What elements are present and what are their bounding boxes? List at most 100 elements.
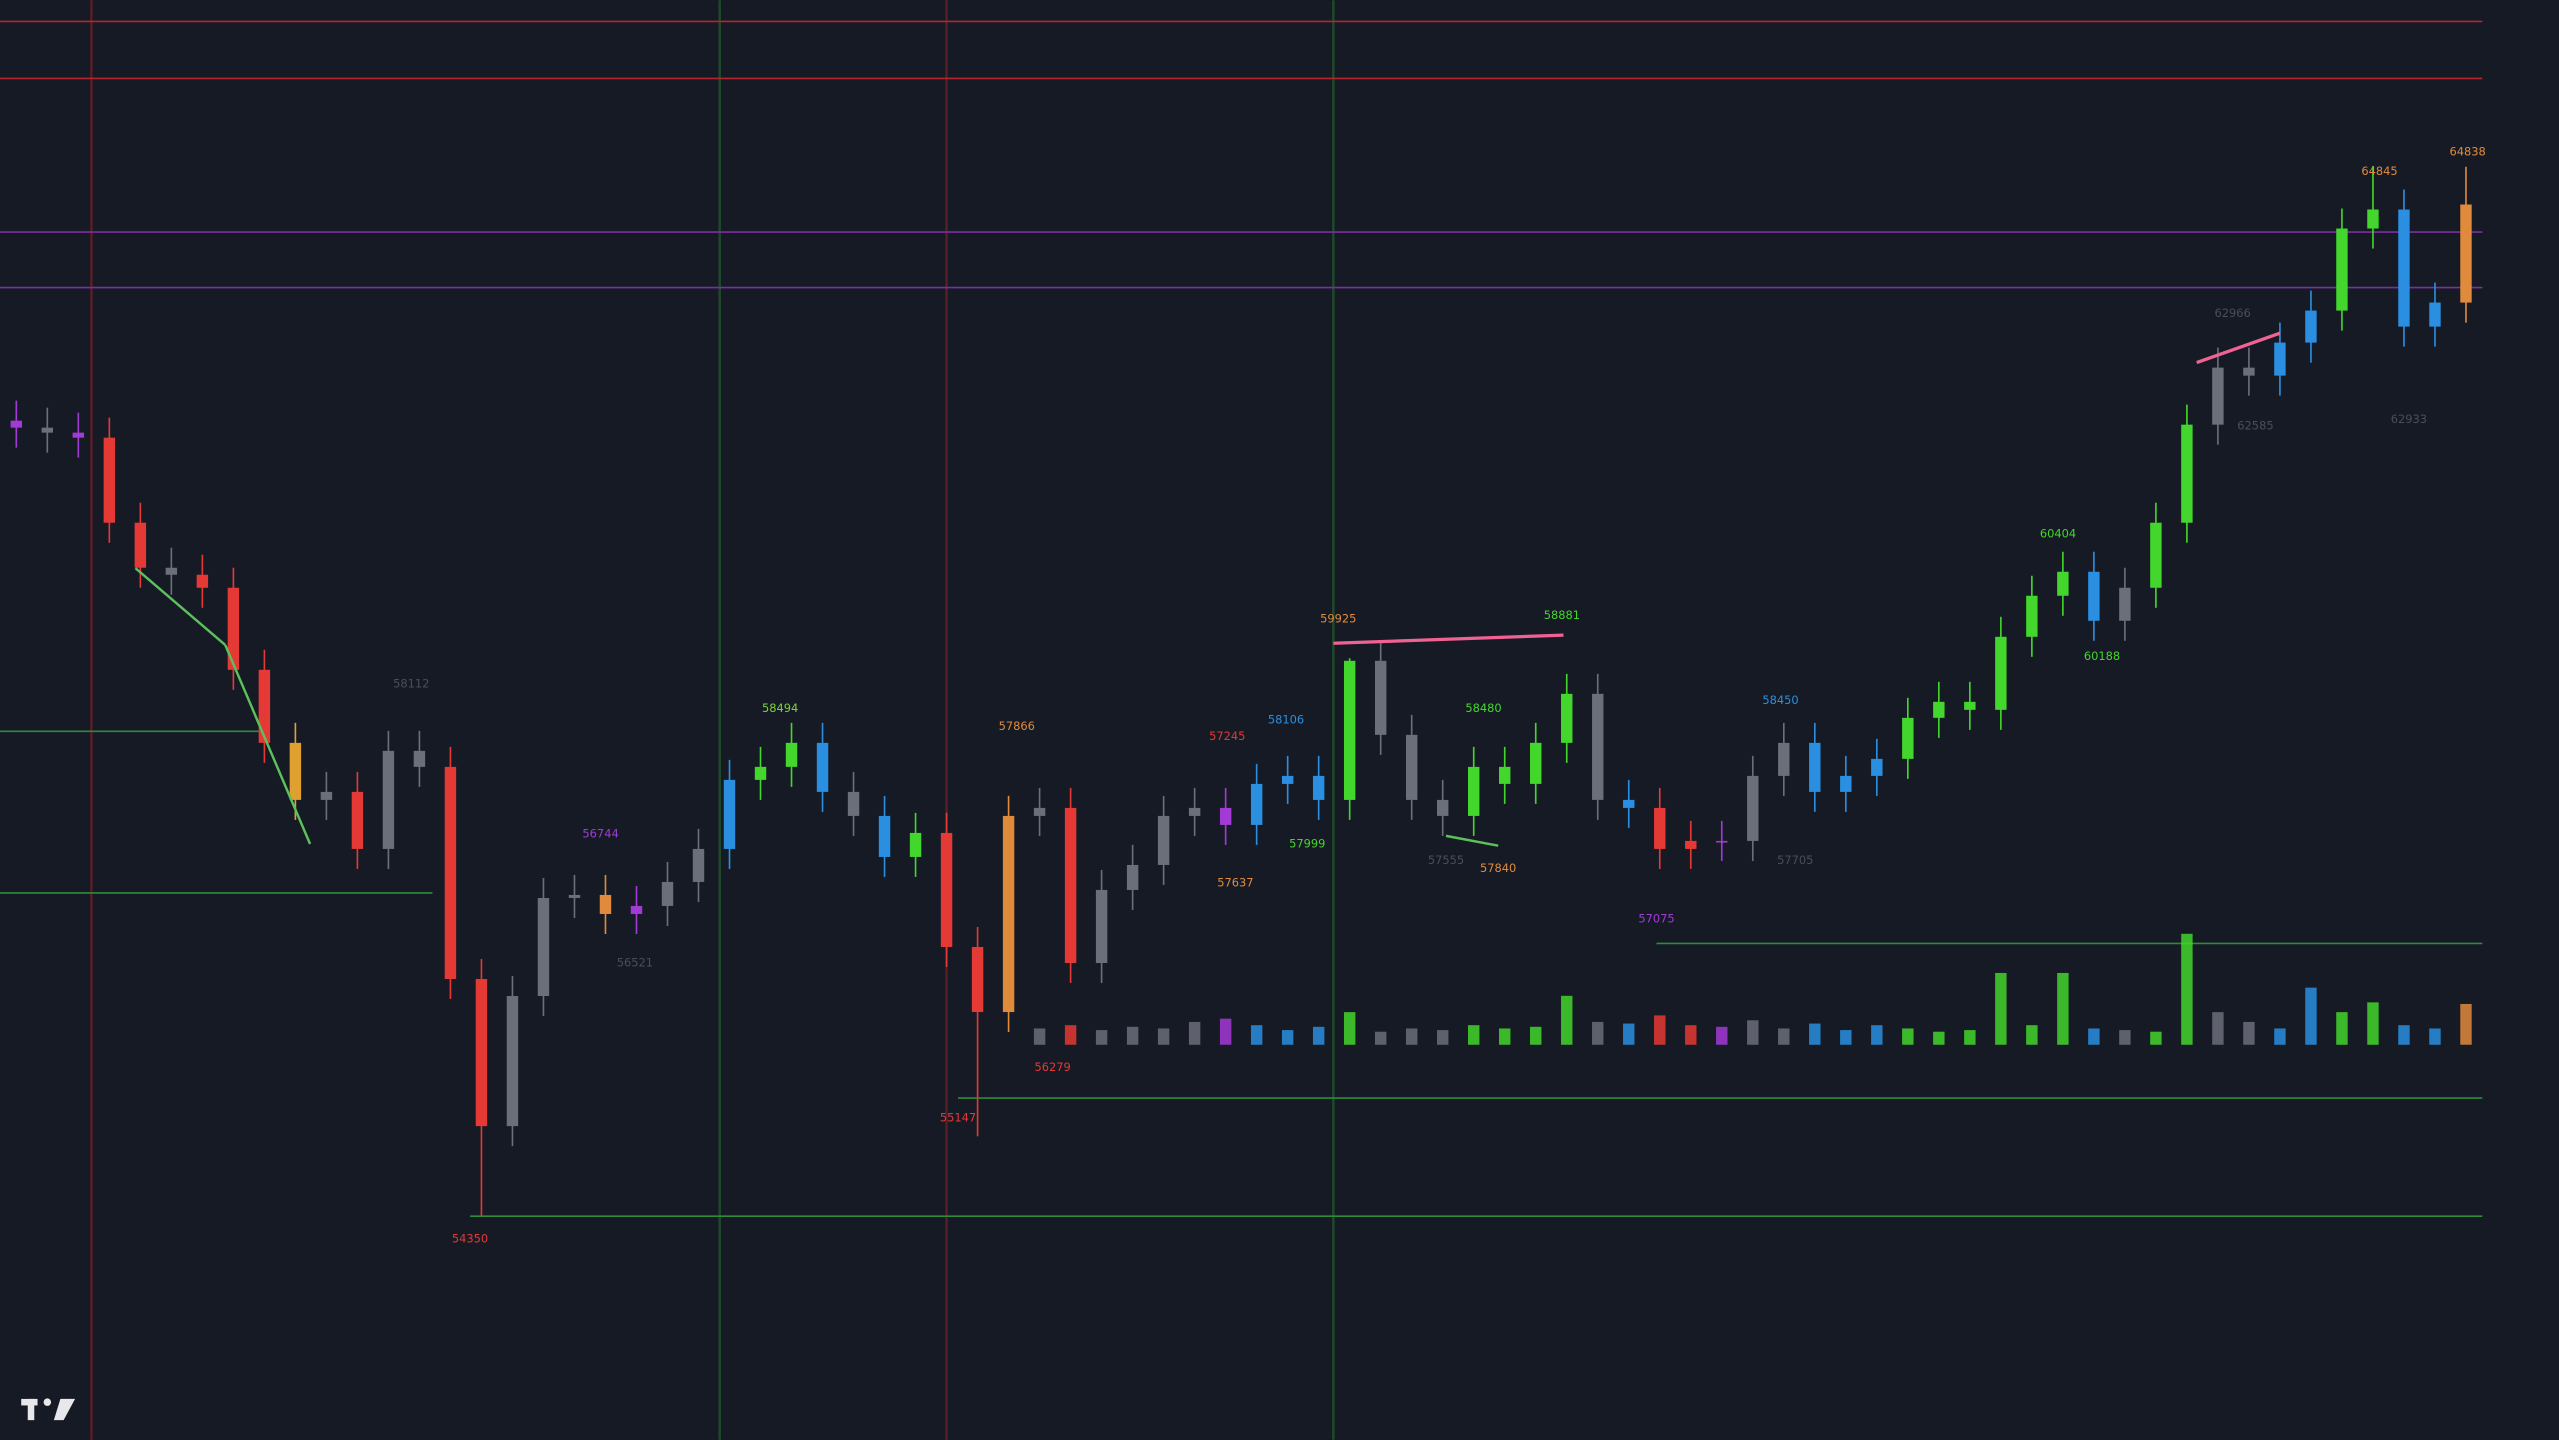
volume-bar: [2460, 1003, 2472, 1045]
price-label: 64838: [2449, 145, 2485, 159]
candle-body: [506, 996, 519, 1127]
candle-body: [1809, 742, 1821, 792]
volume-bar: [1188, 1021, 1201, 1045]
volume-bar: [2088, 1028, 2100, 1045]
candle-body: [2460, 204, 2472, 303]
trend-line: [1333, 633, 1564, 645]
volume-bar: [1157, 1028, 1170, 1045]
candle-body: [1871, 758, 1883, 776]
candle-body: [227, 587, 240, 670]
candle-body: [1530, 742, 1542, 784]
volume-bar: [1840, 1030, 1852, 1045]
candle-body: [1312, 775, 1325, 800]
volume-bar: [2181, 933, 2193, 1045]
candle-body: [599, 894, 612, 914]
price-label: 62585: [2237, 419, 2273, 433]
volume-bar: [1405, 1028, 1418, 1045]
volume-bar: [1902, 1028, 1914, 1045]
candle-body: [475, 979, 488, 1127]
price-label: 58494: [762, 701, 798, 715]
candle-body: [1964, 701, 1976, 710]
candle-body: [1499, 766, 1511, 784]
candle-body: [1467, 766, 1480, 816]
candle-body: [1995, 636, 2007, 710]
volume-bar: [1716, 1026, 1728, 1045]
candle-body: [289, 742, 302, 800]
candle-body: [1157, 815, 1170, 865]
volume-bar: [2150, 1031, 2162, 1045]
candle-body: [1126, 864, 1139, 890]
volume-bar: [1747, 1020, 1759, 1045]
candle-body: [2429, 302, 2441, 327]
candle-body: [816, 742, 829, 792]
volume-bar: [1499, 1028, 1511, 1045]
volume-bar: [2367, 1002, 2379, 1045]
price-label: 57999: [1289, 837, 1325, 851]
candle-body: [1343, 660, 1356, 800]
candle-body: [41, 427, 54, 433]
volume-bar: [1312, 1026, 1325, 1045]
volume-bar: [1033, 1028, 1046, 1045]
volume-bar: [1561, 995, 1573, 1045]
candle-body: [165, 567, 178, 575]
volume-bar: [2057, 972, 2069, 1045]
candle-body: [1902, 717, 1914, 759]
candle-body: [413, 750, 426, 767]
candle-body: [537, 897, 550, 997]
candle-body: [2212, 367, 2224, 425]
candle-body: [1064, 807, 1077, 964]
candle-body: [351, 791, 364, 849]
candle-body: [754, 766, 767, 780]
candle-body: [103, 437, 116, 523]
volume-bar: [2119, 1030, 2131, 1045]
candle-body: [2026, 595, 2038, 637]
trend-line: [1445, 834, 1499, 847]
price-label: 56279: [1035, 1060, 1071, 1074]
candle-body: [444, 766, 457, 980]
price-label: 55147: [940, 1111, 976, 1125]
trend-line: [224, 644, 312, 845]
candle-body: [1623, 799, 1635, 808]
price-label: 58112: [393, 677, 429, 691]
candle-body: [2305, 310, 2317, 343]
candle-body: [382, 750, 395, 849]
candle-body: [1778, 742, 1790, 776]
logo: [21, 1398, 76, 1421]
price-label: 57705: [1777, 853, 1813, 867]
candle-body: [2150, 522, 2162, 588]
candle-body: [10, 420, 23, 428]
price-label: 60188: [2084, 649, 2120, 663]
price-label: 58480: [1465, 701, 1501, 715]
volume-bar: [1933, 1031, 1945, 1045]
candle-body: [1095, 889, 1108, 964]
price-label: 64845: [2361, 164, 2397, 178]
logo-part: [53, 1398, 76, 1421]
trend-line: [2196, 331, 2281, 365]
price-label: 57245: [1209, 729, 1245, 743]
candle-body: [1436, 799, 1449, 816]
volume-bar: [1343, 1012, 1356, 1045]
volume-bar: [1219, 1018, 1232, 1045]
price-label: 58881: [1544, 608, 1580, 622]
candle-body: [196, 574, 209, 588]
volume-bar: [1126, 1026, 1139, 1045]
price-label: 57075: [1638, 912, 1674, 926]
annotations: 58494 56744 57866 57245 58106 59925 58881 58480…: [393, 145, 2486, 1246]
price-label: 62933: [2391, 412, 2427, 426]
candle-body: [1219, 807, 1232, 825]
candle-body: [258, 669, 271, 743]
candles: [10, 165, 2472, 1217]
candle-body: [1405, 734, 1418, 800]
volume-bar: [1436, 1030, 1449, 1045]
price-label: 58106: [1268, 713, 1304, 727]
candle-body: [909, 832, 922, 857]
candle-body: [1188, 807, 1201, 816]
volume-bar: [1467, 1025, 1480, 1045]
candle-body: [2057, 571, 2069, 596]
volume-bar: [1250, 1025, 1263, 1045]
candle-body: [940, 832, 953, 947]
candle-body: [1561, 693, 1573, 743]
volume-bar: [1281, 1030, 1294, 1045]
